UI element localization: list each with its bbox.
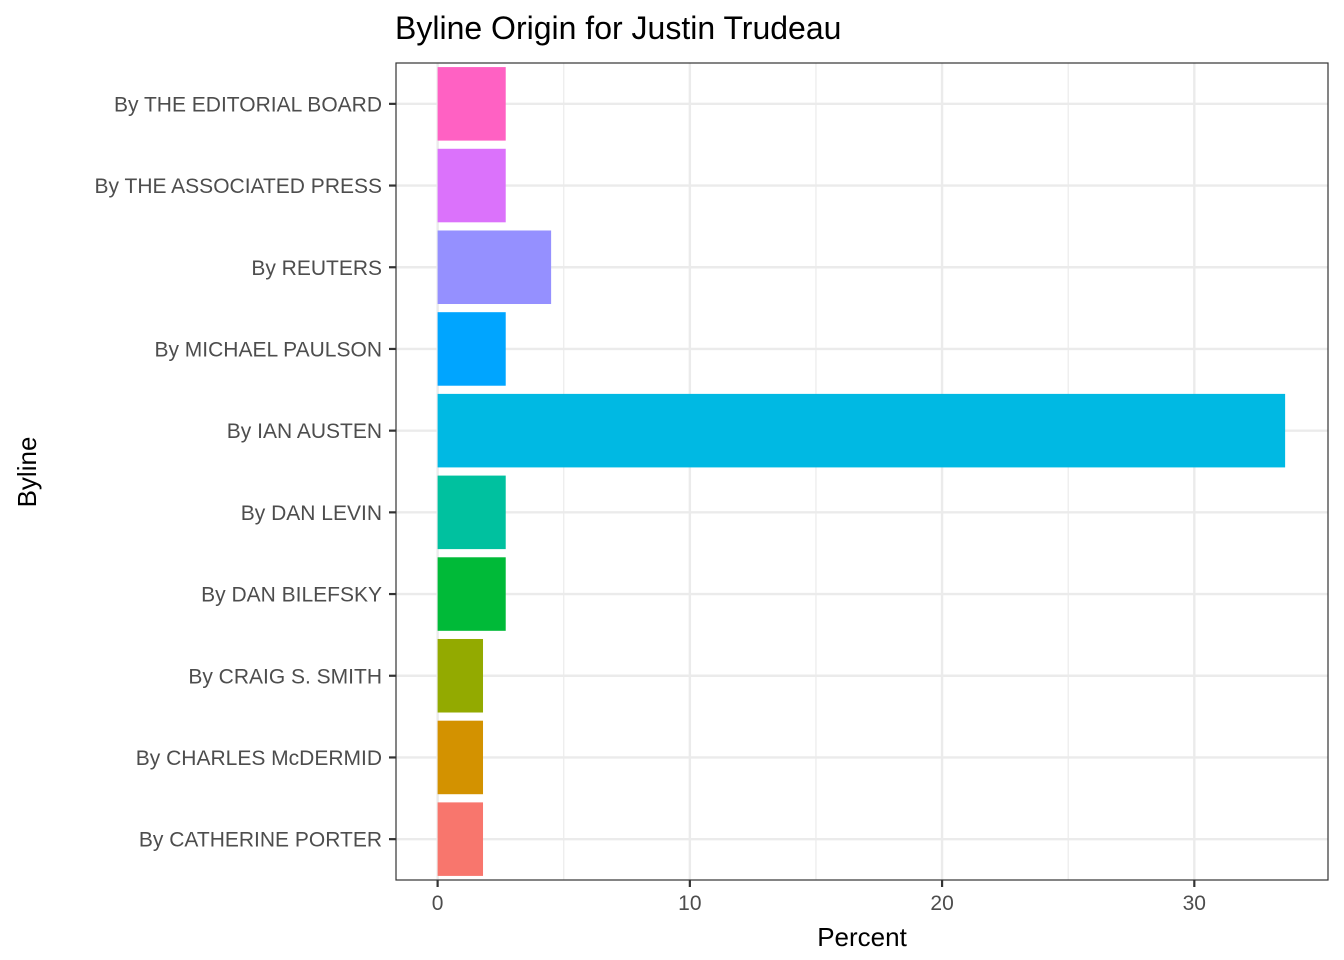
x-tick-label: 0	[432, 892, 444, 915]
y-axis-title: Byline	[12, 437, 42, 508]
y-tick-label: By DAN BILEFSKY	[201, 584, 382, 607]
bar-by-catherine-porter	[437, 802, 484, 876]
x-tick-label: 30	[1183, 892, 1206, 915]
y-tick-label: By THE ASSOCIATED PRESS	[95, 175, 382, 198]
bar-by-the-associated-press	[437, 148, 506, 223]
x-axis-title: Percent	[817, 922, 907, 952]
bar-by-ian-austen	[437, 393, 1286, 468]
bar-by-michael-paulson	[437, 312, 506, 386]
bars	[437, 67, 1286, 876]
bar-by-dan-bilefsky	[437, 557, 506, 631]
bar-by-charles-mcdermid	[437, 720, 484, 795]
chart-title: Byline Origin for Justin Trudeau	[395, 10, 841, 46]
x-tick-label: 20	[930, 892, 953, 915]
bar-by-dan-levin	[437, 475, 506, 550]
bar-by-craig-s-smith	[437, 638, 484, 713]
y-tick-label: By MICHAEL PAULSON	[154, 338, 382, 361]
y-tick-label: By CHARLES McDERMID	[136, 747, 382, 770]
bar-by-the-editorial-board	[437, 67, 506, 141]
axes: By CATHERINE PORTER By CHARLES McDERMID By…	[95, 93, 1206, 915]
y-tick-label: By CATHERINE PORTER	[139, 829, 382, 852]
y-tick-label: By CRAIG S. SMITH	[188, 665, 382, 688]
y-tick-label: By DAN LEVIN	[241, 502, 382, 525]
plot-panel-border	[395, 62, 1329, 881]
y-tick-label: By THE EDITORIAL BOARD	[114, 93, 382, 116]
x-tick-label: 10	[678, 892, 701, 915]
gridlines	[396, 63, 1328, 880]
bar-by-reuters	[437, 230, 552, 305]
y-tick-label: By REUTERS	[251, 257, 382, 280]
y-tick-label: By IAN AUSTEN	[227, 420, 382, 443]
